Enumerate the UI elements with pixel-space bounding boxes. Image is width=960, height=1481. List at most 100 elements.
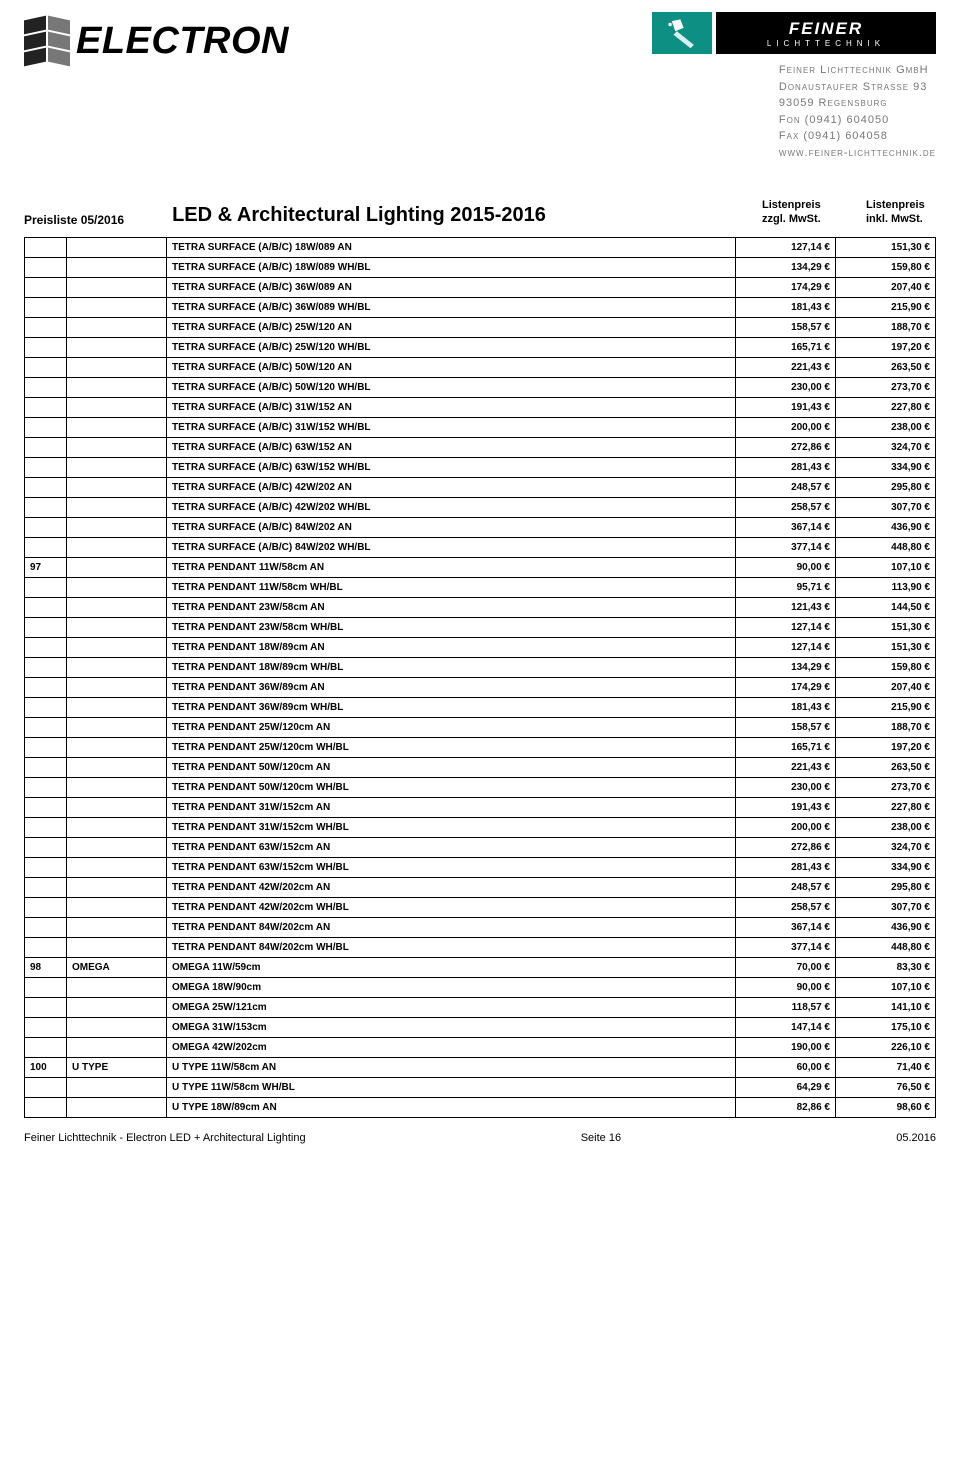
table-cell: 141,10 € — [836, 997, 936, 1017]
table-cell: 191,43 € — [736, 797, 836, 817]
table-row: TETRA PENDANT 42W/202cm WH/BL258,57 €307… — [25, 897, 936, 917]
table-cell — [25, 1037, 67, 1057]
table-row: TETRA PENDANT 63W/152cm AN272,86 €324,70… — [25, 837, 936, 857]
table-cell — [67, 397, 167, 417]
table-cell: 127,14 € — [736, 237, 836, 257]
table-row: TETRA SURFACE (A/B/C) 36W/089 AN174,29 €… — [25, 277, 936, 297]
table-cell: 367,14 € — [736, 917, 836, 937]
table-cell — [67, 597, 167, 617]
table-cell: 215,90 € — [836, 297, 936, 317]
table-cell: 90,00 € — [736, 557, 836, 577]
table-cell — [25, 697, 67, 717]
table-cell: 227,80 € — [836, 797, 936, 817]
table-cell: TETRA SURFACE (A/B/C) 50W/120 AN — [167, 357, 736, 377]
table-cell — [67, 1017, 167, 1037]
table-cell — [25, 477, 67, 497]
footer-center: Seite 16 — [581, 1132, 621, 1144]
table-cell: OMEGA 11W/59cm — [167, 957, 736, 977]
table-cell: TETRA SURFACE (A/B/C) 25W/120 AN — [167, 317, 736, 337]
table-cell: 226,10 € — [836, 1037, 936, 1057]
feiner-wordmark: FEINER LICHTTECHNIK — [716, 12, 936, 54]
table-cell: 334,90 € — [836, 857, 936, 877]
table-cell — [25, 297, 67, 317]
table-cell — [67, 777, 167, 797]
table-cell: 107,10 € — [836, 557, 936, 577]
table-row: TETRA SURFACE (A/B/C) 18W/089 WH/BL134,2… — [25, 257, 936, 277]
title-row: Preisliste 05/2016 LED & Architectural L… — [24, 199, 936, 227]
table-cell: 98,60 € — [836, 1097, 936, 1117]
table-cell — [67, 857, 167, 877]
table-cell: TETRA SURFACE (A/B/C) 25W/120 WH/BL — [167, 337, 736, 357]
table-cell — [25, 1097, 67, 1117]
table-cell: 76,50 € — [836, 1077, 936, 1097]
table-cell — [25, 757, 67, 777]
table-cell — [67, 257, 167, 277]
table-cell: 221,43 € — [736, 757, 836, 777]
table-cell: 127,14 € — [736, 617, 836, 637]
table-row: TETRA SURFACE (A/B/C) 63W/152 WH/BL281,4… — [25, 457, 936, 477]
table-cell: 258,57 € — [736, 497, 836, 517]
table-cell: 159,80 € — [836, 657, 936, 677]
table-cell: 377,14 € — [736, 537, 836, 557]
table-row: TETRA PENDANT 25W/120cm AN158,57 €188,70… — [25, 717, 936, 737]
table-row: TETRA PENDANT 50W/120cm WH/BL230,00 €273… — [25, 777, 936, 797]
table-cell: 71,40 € — [836, 1057, 936, 1077]
table-cell: 230,00 € — [736, 777, 836, 797]
table-row: 100U TYPEU TYPE 11W/58cm AN60,00 €71,40 … — [25, 1057, 936, 1077]
table-cell: TETRA PENDANT 18W/89cm WH/BL — [167, 657, 736, 677]
table-cell: 95,71 € — [736, 577, 836, 597]
table-row: OMEGA 42W/202cm190,00 €226,10 € — [25, 1037, 936, 1057]
table-row: TETRA PENDANT 84W/202cm WH/BL377,14 €448… — [25, 937, 936, 957]
brand-logo-right: FEINER LICHTTECHNIK Feiner Lichttechnik … — [652, 12, 936, 161]
table-cell: TETRA SURFACE (A/B/C) 18W/089 WH/BL — [167, 257, 736, 277]
table-cell — [25, 417, 67, 437]
table-row: U TYPE 18W/89cm AN82,86 €98,60 € — [25, 1097, 936, 1117]
table-cell: 272,86 € — [736, 837, 836, 857]
table-cell: 181,43 € — [736, 297, 836, 317]
table-row: TETRA PENDANT 23W/58cm AN121,43 €144,50 … — [25, 597, 936, 617]
table-cell: TETRA PENDANT 84W/202cm AN — [167, 917, 736, 937]
table-cell — [25, 897, 67, 917]
table-cell — [25, 397, 67, 417]
table-row: TETRA SURFACE (A/B/C) 18W/089 AN127,14 €… — [25, 237, 936, 257]
table-cell: TETRA SURFACE (A/B/C) 63W/152 WH/BL — [167, 457, 736, 477]
table-cell: 295,80 € — [836, 877, 936, 897]
table-row: TETRA SURFACE (A/B/C) 50W/120 AN221,43 €… — [25, 357, 936, 377]
table-cell: TETRA SURFACE (A/B/C) 36W/089 AN — [167, 277, 736, 297]
table-cell: 165,71 € — [736, 337, 836, 357]
table-cell: 158,57 € — [736, 317, 836, 337]
table-row: TETRA PENDANT 25W/120cm WH/BL165,71 €197… — [25, 737, 936, 757]
feiner-logo-group: FEINER LICHTTECHNIK — [652, 12, 936, 54]
table-cell: 181,43 € — [736, 697, 836, 717]
footer-left: Feiner Lichttechnik - Electron LED + Arc… — [24, 1132, 306, 1144]
table-cell — [67, 817, 167, 837]
table-cell: 100 — [25, 1057, 67, 1077]
table-cell: 448,80 € — [836, 537, 936, 557]
table-cell: 238,00 € — [836, 417, 936, 437]
table-cell: 159,80 € — [836, 257, 936, 277]
table-cell — [67, 1037, 167, 1057]
table-cell: 113,90 € — [836, 577, 936, 597]
table-row: TETRA PENDANT 36W/89cm AN174,29 €207,40 … — [25, 677, 936, 697]
table-cell: TETRA PENDANT 25W/120cm AN — [167, 717, 736, 737]
table-row: TETRA PENDANT 18W/89cm AN127,14 €151,30 … — [25, 637, 936, 657]
table-cell — [25, 357, 67, 377]
table-row: TETRA SURFACE (A/B/C) 84W/202 WH/BL377,1… — [25, 537, 936, 557]
table-cell: U TYPE 11W/58cm AN — [167, 1057, 736, 1077]
table-cell: 165,71 € — [736, 737, 836, 757]
table-cell: OMEGA 25W/121cm — [167, 997, 736, 1017]
table-cell — [25, 617, 67, 637]
company-phone: Fon (0941) 604050 — [779, 112, 936, 129]
table-cell — [67, 997, 167, 1017]
table-row: TETRA PENDANT 42W/202cm AN248,57 €295,80… — [25, 877, 936, 897]
electron-cube-icon — [24, 18, 70, 64]
table-cell: TETRA PENDANT 42W/202cm WH/BL — [167, 897, 736, 917]
table-cell — [67, 277, 167, 297]
table-row: 97TETRA PENDANT 11W/58cm AN90,00 €107,10… — [25, 557, 936, 577]
table-cell: TETRA PENDANT 31W/152cm AN — [167, 797, 736, 817]
table-cell: 307,70 € — [836, 897, 936, 917]
table-cell: 82,86 € — [736, 1097, 836, 1117]
table-cell — [25, 857, 67, 877]
table-cell — [67, 697, 167, 717]
table-cell — [25, 977, 67, 997]
